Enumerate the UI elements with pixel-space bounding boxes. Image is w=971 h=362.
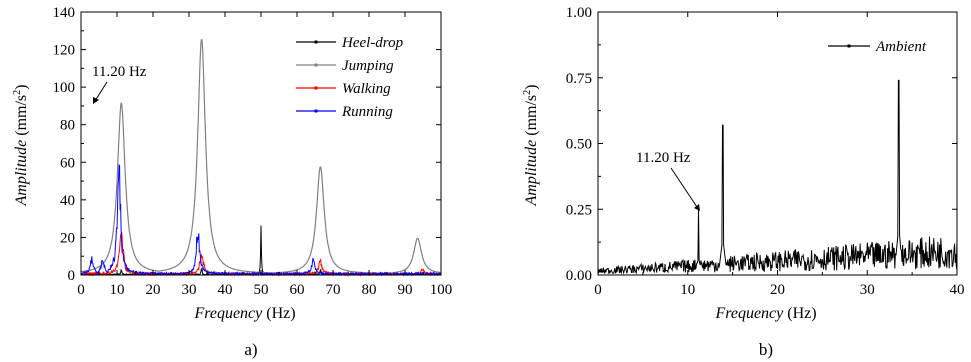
- panel-a-xlabel: Frequency (Hz): [193, 305, 295, 322]
- panel-b-ylabel: Amplitude (mm/s2): [522, 85, 540, 207]
- panel-a-ylabel: Amplitude (mm/s2): [12, 85, 30, 207]
- y-tick-label: 140: [53, 5, 76, 21]
- panel-b-label: b): [759, 340, 773, 359]
- x-tick-label: 0: [594, 282, 602, 298]
- y-tick-label: 0: [68, 268, 76, 284]
- panel-a-ticks: 0 10 20 30 40 50 60 70 80 90 100 0 20 40 60 80 100 120 140: [53, 5, 453, 298]
- legend-marker: [314, 109, 318, 113]
- y-tick-label: 0.00: [566, 268, 592, 284]
- x-tick-label: 10: [680, 282, 695, 298]
- x-tick-label: 40: [218, 282, 233, 298]
- y-tick-label: 100: [53, 80, 76, 96]
- panel-a-annotation: 11.20 Hz: [92, 64, 147, 80]
- x-tick-label: 40: [950, 282, 965, 298]
- x-tick-label: 30: [182, 282, 197, 298]
- x-tick-label: 90: [398, 282, 413, 298]
- panel-b-legend: Ambient: [828, 39, 927, 55]
- panel-b-xlabel: Frequency (Hz): [714, 305, 816, 322]
- panel-b-annotation-arrowhead: [694, 204, 700, 211]
- x-tick-label: 10: [110, 282, 125, 298]
- y-tick-label: 80: [60, 118, 75, 134]
- panel-b: 0 10 20 30 40 0.00 0.25 0.50 0.75 1.00 11.20 Hz A…: [522, 5, 965, 359]
- series-line-ambient: [597, 79, 958, 275]
- x-tick-label: 30: [860, 282, 875, 298]
- legend-label: Running: [341, 104, 393, 120]
- y-tick-label: 1.00: [566, 5, 592, 21]
- panel-a-label: a): [244, 340, 257, 359]
- y-tick-label: 0.50: [566, 137, 592, 153]
- legend-label: Ambient: [875, 39, 927, 55]
- panel-b-ticks: 0 10 20 30 40 0.00 0.25 0.50 0.75 1.00: [566, 5, 965, 298]
- y-tick-label: 0.75: [566, 71, 592, 87]
- x-tick-label: 70: [326, 282, 341, 298]
- y-tick-label: 0.25: [566, 202, 592, 218]
- x-tick-label: 50: [254, 282, 269, 298]
- panel-b-series: [597, 79, 958, 275]
- x-tick-label: 0: [77, 282, 85, 298]
- legend-label: Jumping: [342, 58, 394, 74]
- x-tick-label: 20: [146, 282, 161, 298]
- x-tick-label: 100: [430, 282, 453, 298]
- y-tick-label: 60: [60, 155, 75, 171]
- legend-label: Walking: [342, 81, 391, 97]
- y-tick-label: 120: [53, 43, 76, 59]
- panel-a: 0 10 20 30 40 50 60 70 80 90 100 0 20 40 60 80 100 120 140…: [12, 5, 452, 359]
- legend-label: Heel-drop: [341, 35, 404, 51]
- x-tick-label: 60: [290, 282, 305, 298]
- series-line-running: [80, 164, 442, 277]
- series-line-heel-drop: [80, 225, 442, 277]
- x-tick-label: 80: [362, 282, 377, 298]
- y-tick-label: 40: [60, 193, 75, 209]
- legend-marker: [314, 40, 318, 44]
- legend-marker: [314, 63, 318, 67]
- panel-b-annotation: 11.20 Hz: [636, 150, 691, 166]
- legend-marker: [314, 86, 318, 90]
- legend-marker: [847, 44, 851, 48]
- panel-a-legend: Heel-drop Jumping Walking Running: [296, 35, 404, 120]
- y-tick-label: 20: [60, 230, 75, 246]
- panel-b-annotation-arrow: [670, 167, 698, 208]
- panel-a-annotation-arrow: [94, 81, 108, 102]
- panel-a-annotation-arrowhead: [93, 97, 99, 104]
- x-tick-label: 20: [770, 282, 785, 298]
